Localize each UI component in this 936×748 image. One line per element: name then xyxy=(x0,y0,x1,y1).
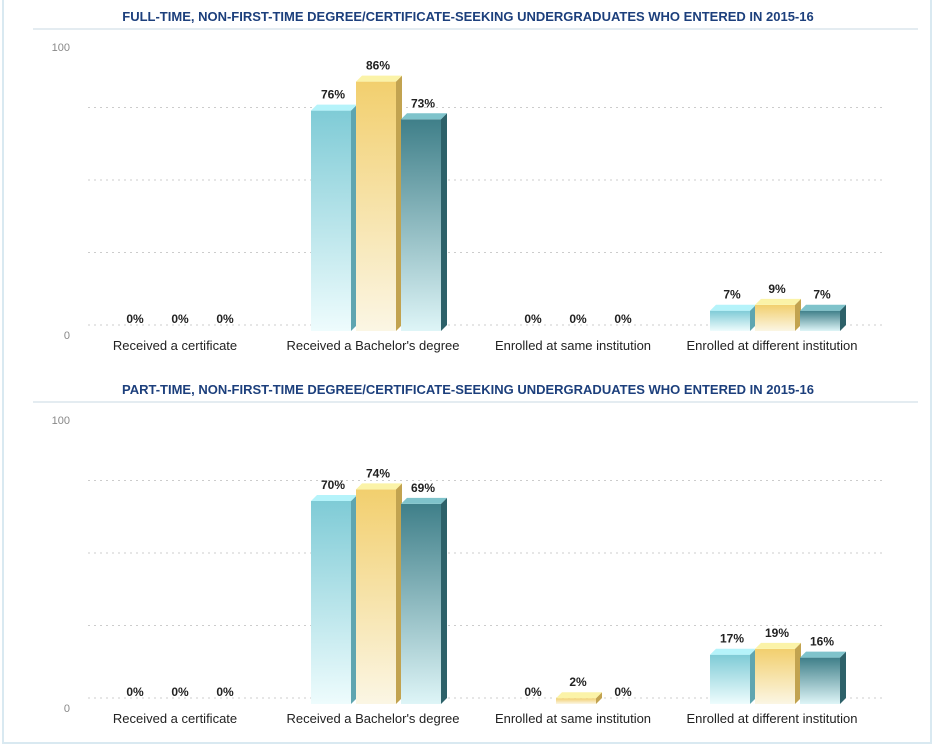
chart-title: PART-TIME, NON-FIRST-TIME DEGREE/CERTIFI… xyxy=(122,382,814,397)
bar-top xyxy=(356,75,402,82)
data-label: 17% xyxy=(720,632,744,646)
bar xyxy=(800,657,840,704)
bar-top xyxy=(755,298,801,305)
bar xyxy=(710,310,750,331)
bar xyxy=(356,81,396,331)
bar xyxy=(401,119,441,331)
data-label: 70% xyxy=(321,478,345,492)
y-tick-label: 0 xyxy=(64,703,70,715)
data-label: 16% xyxy=(810,635,834,649)
bar-side xyxy=(351,495,357,704)
x-category-label: Received a Bachelor's degree xyxy=(286,711,459,726)
data-label: 86% xyxy=(366,59,390,73)
data-label: 7% xyxy=(813,288,831,302)
bar xyxy=(755,304,795,331)
data-label: 0% xyxy=(171,685,189,699)
data-label: 0% xyxy=(171,312,189,326)
data-label: 7% xyxy=(723,288,741,302)
x-category-label: Received a certificate xyxy=(113,711,237,726)
data-label: 0% xyxy=(126,312,144,326)
bar xyxy=(755,648,795,704)
bar-side xyxy=(396,483,402,704)
bar xyxy=(356,489,396,704)
bar xyxy=(311,110,351,331)
bar-side xyxy=(596,692,602,704)
data-label: 0% xyxy=(614,312,632,326)
y-tick-label: 0 xyxy=(64,330,70,342)
data-label: 0% xyxy=(216,312,234,326)
bar xyxy=(311,501,351,704)
bar-side xyxy=(750,648,756,704)
bar xyxy=(710,654,750,704)
data-label: 0% xyxy=(614,685,632,699)
data-label: 76% xyxy=(321,88,345,102)
data-label: 69% xyxy=(411,481,435,495)
bar-top xyxy=(556,692,602,699)
y-tick-label: 100 xyxy=(52,42,70,54)
bar-top xyxy=(356,483,402,490)
x-category-label: Enrolled at different institution xyxy=(686,338,857,353)
bar-side xyxy=(351,104,357,331)
bar xyxy=(800,310,840,331)
x-category-label: Enrolled at different institution xyxy=(686,711,857,726)
bar-side xyxy=(840,304,846,331)
bar-top xyxy=(311,104,357,111)
bar-side xyxy=(750,304,756,331)
bar-top xyxy=(710,304,756,311)
x-category-label: Enrolled at same institution xyxy=(495,711,651,726)
bar-top xyxy=(401,497,447,504)
bar-top xyxy=(401,113,447,120)
bar-side xyxy=(795,298,801,331)
data-label: 74% xyxy=(366,466,390,480)
bar xyxy=(556,698,596,704)
bar-top xyxy=(311,495,357,501)
x-category-label: Enrolled at same institution xyxy=(495,338,651,353)
data-label: 73% xyxy=(411,96,435,110)
bar-top xyxy=(800,651,846,658)
data-label: 9% xyxy=(768,282,786,296)
y-tick-label: 100 xyxy=(52,415,70,427)
data-label: 0% xyxy=(569,312,587,326)
bar-top xyxy=(710,648,756,655)
bar-top xyxy=(800,304,846,311)
data-label: 2% xyxy=(569,675,587,689)
data-label: 0% xyxy=(216,685,234,699)
data-label: 0% xyxy=(126,685,144,699)
bar-side xyxy=(441,113,447,331)
x-category-label: Received a certificate xyxy=(113,338,237,353)
x-category-label: Received a Bachelor's degree xyxy=(286,338,459,353)
bar xyxy=(401,503,441,704)
bar-top xyxy=(755,642,801,649)
data-label: 0% xyxy=(524,312,542,326)
bar-side xyxy=(396,75,402,331)
data-label: 19% xyxy=(765,626,789,640)
data-label: 0% xyxy=(524,685,542,699)
chart-title: FULL-TIME, NON-FIRST-TIME DEGREE/CERTIFI… xyxy=(122,9,813,24)
bar-side xyxy=(441,497,447,704)
bar-side xyxy=(840,651,846,704)
bar-side xyxy=(795,642,801,704)
